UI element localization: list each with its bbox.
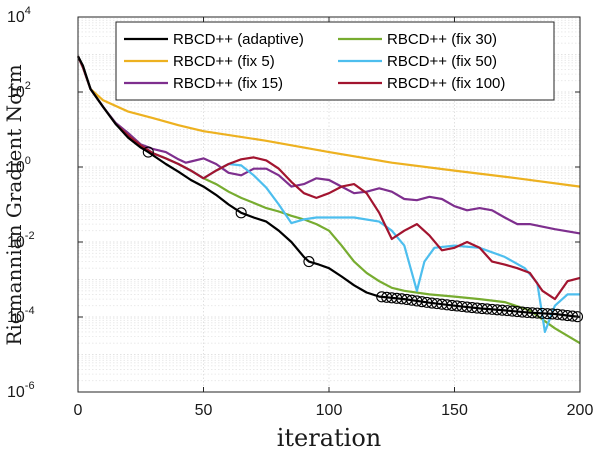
y-tick-label: 100	[7, 155, 31, 176]
adaptive-marker	[571, 311, 584, 323]
y-axis-label: Riemannian Gradient Norm	[2, 64, 26, 345]
x-tick-label: 150	[441, 402, 468, 419]
legend-box	[115, 21, 555, 101]
y-tick-labels: 104 102 100 10-2 10-4 10-6	[7, 5, 35, 401]
x-tick-labels: 0 50 100 150 200	[74, 402, 594, 419]
legend-label: RBCD++ (adaptive)	[173, 31, 304, 48]
series-layer	[76, 55, 584, 345]
y-tick-label: 10-2	[7, 230, 35, 251]
legend-label: RBCD++ (fix 100)	[387, 75, 505, 92]
series-line	[76, 55, 581, 301]
y-tick-label: 10-4	[7, 305, 35, 326]
legend-label: RBCD++ (fix 15)	[173, 75, 283, 92]
x-tick-label: 0	[74, 402, 83, 419]
legend-label: RBCD++ (fix 5)	[173, 53, 275, 70]
adaptive-marker	[235, 207, 247, 219]
y-tick-label: 104	[7, 5, 31, 26]
x-axis-label: iteration	[277, 424, 382, 452]
adaptive-marker	[566, 310, 579, 322]
legend-label: RBCD++ (fix 50)	[387, 53, 497, 70]
y-tick-label: 10-6	[7, 380, 35, 401]
y-tick-label: 102	[7, 80, 31, 101]
adaptive-marker	[303, 256, 315, 268]
legend-label: RBCD++ (fix 30)	[387, 31, 497, 48]
x-tick-label: 50	[195, 402, 213, 419]
series-line	[77, 55, 581, 319]
legend: RBCD++ (adaptive) RBCD++ (fix 5) RBCD++ (f…	[115, 21, 555, 101]
axis-ticks	[77, 16, 581, 393]
x-tick-label: 200	[567, 402, 594, 419]
adaptive-marker	[142, 146, 154, 158]
x-tick-label: 100	[316, 402, 343, 419]
legend-entries: RBCD++ (adaptive) RBCD++ (fix 5) RBCD++ (f…	[124, 31, 505, 92]
